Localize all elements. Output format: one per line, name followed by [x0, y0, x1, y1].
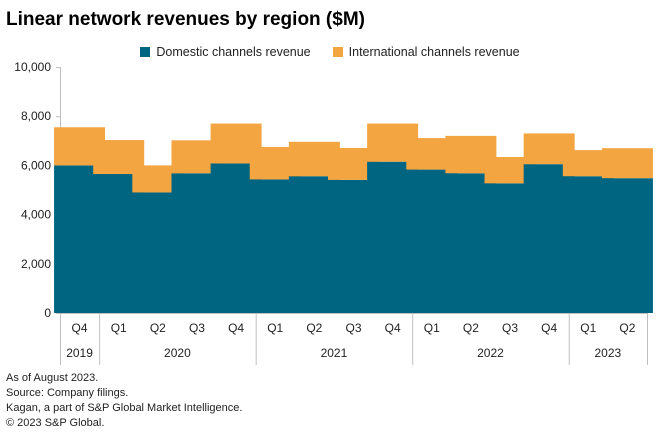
x-tick-label: Q4 [541, 321, 557, 335]
x-tick-label: Q1 [424, 321, 440, 335]
legend-item-domestic: Domestic channels revenue [140, 45, 311, 59]
x-tick-label: Q4 [72, 321, 88, 335]
x-tick-label: Q3 [502, 321, 518, 335]
year-label: 2022 [477, 346, 504, 360]
footnote-publisher: Kagan, a part of S&P Global Market Intel… [6, 402, 243, 414]
footnote-copyright: © 2023 S&P Global. [6, 417, 105, 429]
x-tick-label: Q4 [228, 321, 244, 335]
x-tick-label: Q1 [267, 321, 283, 335]
legend-swatch-domestic [140, 47, 151, 57]
x-tick-label: Q3 [189, 321, 205, 335]
x-tick-label: Q2 [306, 321, 322, 335]
x-tick-label: Q2 [463, 321, 479, 335]
x-tick-label: Q2 [150, 321, 166, 335]
legend: Domestic channels revenue International … [0, 45, 660, 59]
x-tick-label: Q1 [580, 321, 596, 335]
y-tick-label: 2,000 [21, 257, 51, 271]
y-tick-label: 6,000 [21, 158, 51, 172]
x-tick-label: Q4 [385, 321, 401, 335]
bar-domestic [601, 178, 653, 313]
chart-title: Linear network revenues by region ($M) [6, 9, 365, 30]
year-label: 2023 [595, 346, 622, 360]
y-tick-label: 0 [44, 306, 51, 320]
footnote-source: Source: Company filings. [6, 387, 129, 399]
bar-international [601, 148, 653, 179]
x-tick-label: Q3 [345, 321, 361, 335]
year-label: 2019 [66, 346, 93, 360]
year-label: 2021 [321, 346, 348, 360]
year-label: 2020 [164, 346, 191, 360]
x-tick-label: Q1 [111, 321, 127, 335]
footnotes: As of August 2023. Source: Company filin… [6, 371, 242, 431]
y-tick-label: 8,000 [21, 109, 51, 123]
y-tick-label: 4,000 [21, 208, 51, 222]
y-tick-label: 10,000 [14, 60, 51, 74]
footnote-date: As of August 2023. [6, 372, 99, 384]
legend-label-international: International channels revenue [348, 45, 520, 59]
legend-label-domestic: Domestic channels revenue [156, 45, 311, 59]
x-tick-label: Q2 [619, 321, 635, 335]
legend-swatch-international [332, 47, 343, 57]
legend-item-international: International channels revenue [332, 45, 520, 59]
